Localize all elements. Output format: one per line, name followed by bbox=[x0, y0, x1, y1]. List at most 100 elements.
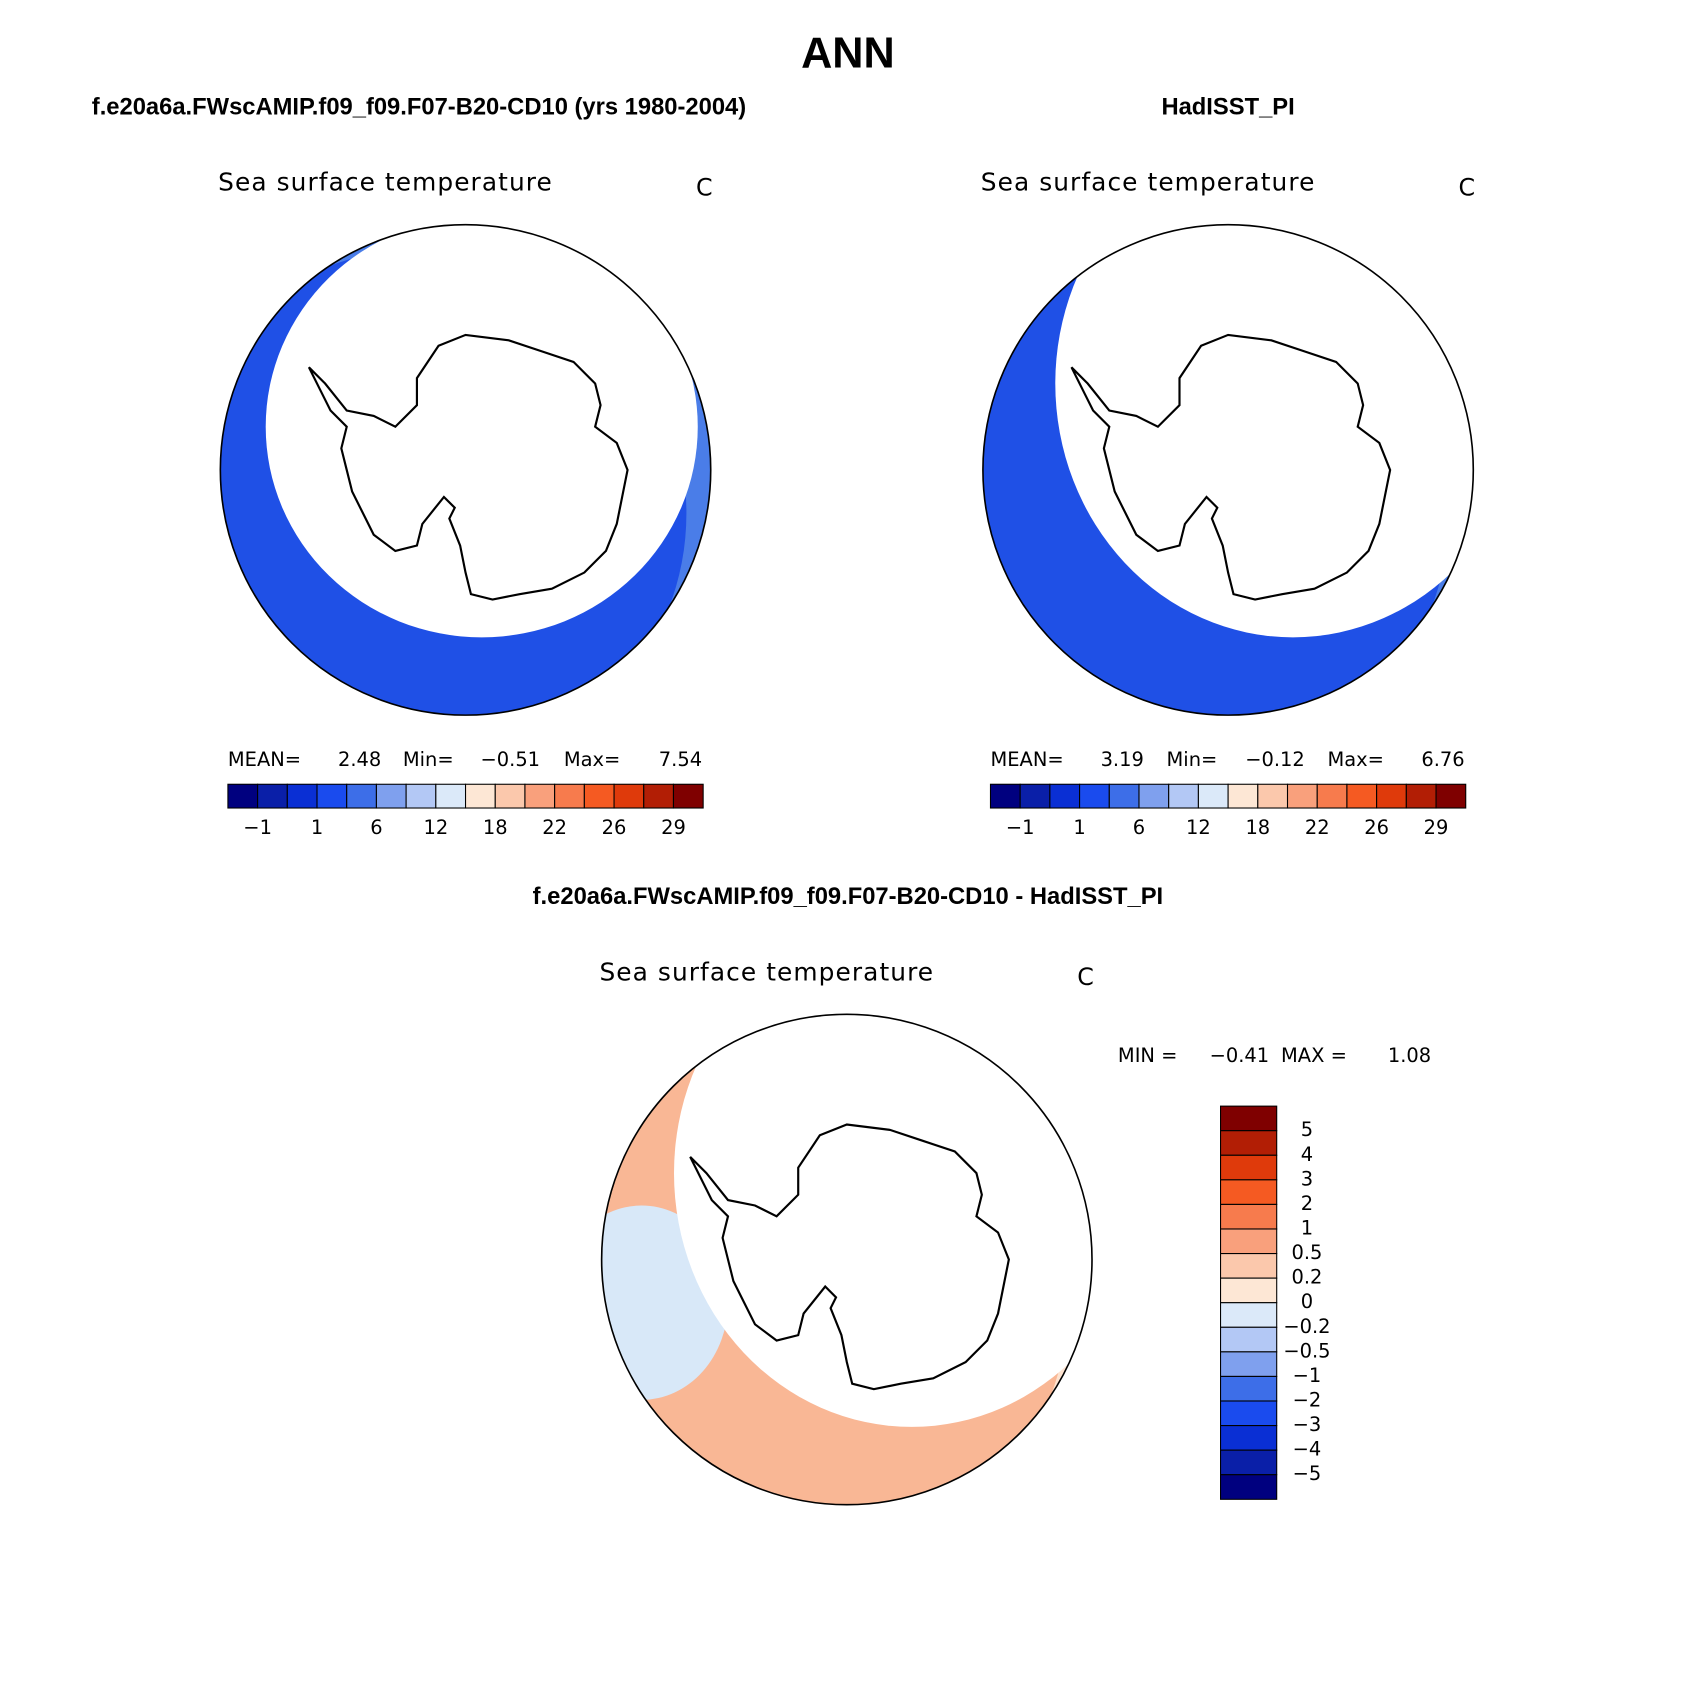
colorbar-label: 12 bbox=[423, 816, 448, 839]
colorbar-label: 0.5 bbox=[1291, 1241, 1322, 1264]
colorbar-label: −0.2 bbox=[1283, 1315, 1330, 1338]
colorbar-box bbox=[1079, 783, 1110, 809]
colorbar-box bbox=[613, 783, 645, 809]
colorbar-label: 4 bbox=[1301, 1143, 1313, 1166]
colorbar-box bbox=[1108, 783, 1140, 809]
colorbar-box bbox=[1138, 783, 1170, 809]
variable-name: Sea surface temperature bbox=[218, 168, 553, 197]
colorbar-label: 26 bbox=[1364, 816, 1389, 839]
colorbar-label: −5 bbox=[1293, 1462, 1322, 1485]
stat-value: 1.08 bbox=[1388, 1044, 1431, 1067]
colorbar-box bbox=[1220, 1253, 1278, 1279]
colorbar-box bbox=[375, 783, 407, 809]
stat-value: −0.12 bbox=[1245, 748, 1305, 771]
stat-label: Max= bbox=[1327, 748, 1383, 771]
case-title: f.e20a6a.FWscAMIP.f09_f09.F07-B20-CD10 -… bbox=[533, 883, 1164, 910]
figure-title: ANN bbox=[801, 30, 895, 78]
colorbar-box bbox=[227, 783, 259, 809]
sea-ice bbox=[674, 1014, 1093, 1427]
stat-value: 6.76 bbox=[1421, 748, 1464, 771]
stat-label: MEAN= bbox=[990, 748, 1063, 771]
colorbar-box bbox=[1316, 783, 1348, 809]
stat-label: Min= bbox=[1167, 748, 1218, 771]
sea-ice bbox=[1055, 224, 1474, 638]
colorbar-box bbox=[1220, 1302, 1278, 1328]
colorbar-box bbox=[1168, 783, 1199, 809]
stat-value: −0.41 bbox=[1210, 1044, 1270, 1067]
colorbar-box bbox=[1220, 1474, 1278, 1500]
colorbar-box bbox=[1346, 783, 1378, 809]
colorbar-box bbox=[464, 783, 496, 809]
colorbar-box bbox=[1220, 1375, 1278, 1402]
colorbar-label: 1 bbox=[1301, 1216, 1313, 1239]
colorbar-label: −1 bbox=[1293, 1364, 1322, 1387]
units: C bbox=[696, 174, 713, 202]
colorbar-box bbox=[405, 783, 437, 809]
colorbar-box bbox=[316, 783, 348, 809]
colorbar-label: 29 bbox=[661, 816, 686, 839]
map bbox=[601, 1014, 1093, 1505]
stat-value: −0.51 bbox=[480, 748, 540, 771]
colorbar-label: 29 bbox=[1424, 816, 1449, 839]
colorbar-label: 22 bbox=[542, 816, 567, 839]
colorbar-label: 18 bbox=[1245, 816, 1270, 839]
colorbar-label: −0.5 bbox=[1283, 1339, 1330, 1362]
colorbar-box bbox=[1220, 1400, 1278, 1427]
colorbar-box bbox=[1197, 783, 1229, 809]
colorbar-box bbox=[554, 783, 585, 809]
colorbar-label: −4 bbox=[1293, 1438, 1322, 1461]
map-border bbox=[600, 1013, 1093, 1506]
colorbar-label: 26 bbox=[602, 816, 627, 839]
stat-value: 7.54 bbox=[659, 748, 702, 771]
colorbar-box bbox=[583, 783, 615, 809]
colorbar-box bbox=[1286, 783, 1318, 809]
colorbar-box bbox=[1220, 1154, 1278, 1181]
cool-region bbox=[601, 1205, 729, 1400]
stat-label: Max= bbox=[564, 748, 620, 771]
map-border bbox=[219, 223, 712, 716]
colorbar-label: 0.2 bbox=[1291, 1266, 1322, 1289]
colorbar-label: 3 bbox=[1301, 1167, 1313, 1190]
colorbar-label: −2 bbox=[1293, 1389, 1322, 1412]
colorbar-label: −3 bbox=[1293, 1413, 1322, 1436]
colorbar-box bbox=[1220, 1130, 1278, 1156]
colorbar-box bbox=[1220, 1449, 1278, 1476]
colorbar-box bbox=[1435, 783, 1467, 809]
colorbar-box bbox=[1220, 1203, 1278, 1230]
colorbar-box bbox=[1049, 783, 1081, 809]
colorbar-label: 18 bbox=[483, 816, 508, 839]
colorbar-label: −1 bbox=[1006, 816, 1035, 839]
colorbar-label: 1 bbox=[311, 816, 323, 839]
colorbar-label: 1 bbox=[1073, 816, 1085, 839]
case-title: HadISST_PI bbox=[1161, 93, 1294, 120]
sea-ice bbox=[265, 224, 698, 638]
colorbar-label: 2 bbox=[1301, 1192, 1313, 1215]
colorbar-label: 6 bbox=[1133, 816, 1145, 839]
stat-label: Min= bbox=[403, 748, 454, 771]
colorbar-box bbox=[346, 783, 377, 809]
stat-value: 3.19 bbox=[1101, 748, 1144, 771]
stat-label: MEAN= bbox=[228, 748, 301, 771]
colorbar-box bbox=[1220, 1277, 1278, 1304]
variable-name: Sea surface temperature bbox=[981, 168, 1316, 197]
colorbar-box bbox=[1405, 783, 1437, 809]
colorbar-box bbox=[1019, 783, 1051, 809]
units: C bbox=[1077, 963, 1094, 991]
colorbar-label: 6 bbox=[370, 816, 382, 839]
colorbar-box bbox=[257, 783, 288, 809]
colorbar-box bbox=[286, 783, 318, 809]
case-title: f.e20a6a.FWscAMIP.f09_f09.F07-B20-CD10 (… bbox=[92, 93, 746, 120]
colorbar-box bbox=[1220, 1351, 1278, 1377]
variable-name: Sea surface temperature bbox=[599, 957, 934, 986]
colorbar-box bbox=[494, 783, 526, 809]
map-border bbox=[982, 223, 1475, 716]
colorbar-label: 0 bbox=[1301, 1290, 1313, 1313]
colorbar-box bbox=[1376, 783, 1407, 809]
colorbar-box bbox=[1220, 1425, 1278, 1451]
map bbox=[220, 224, 711, 716]
colorbar-box bbox=[1220, 1179, 1278, 1205]
colorbar-label: 5 bbox=[1301, 1118, 1313, 1141]
colorbar-box bbox=[1220, 1105, 1278, 1132]
colorbar-box bbox=[672, 783, 704, 809]
